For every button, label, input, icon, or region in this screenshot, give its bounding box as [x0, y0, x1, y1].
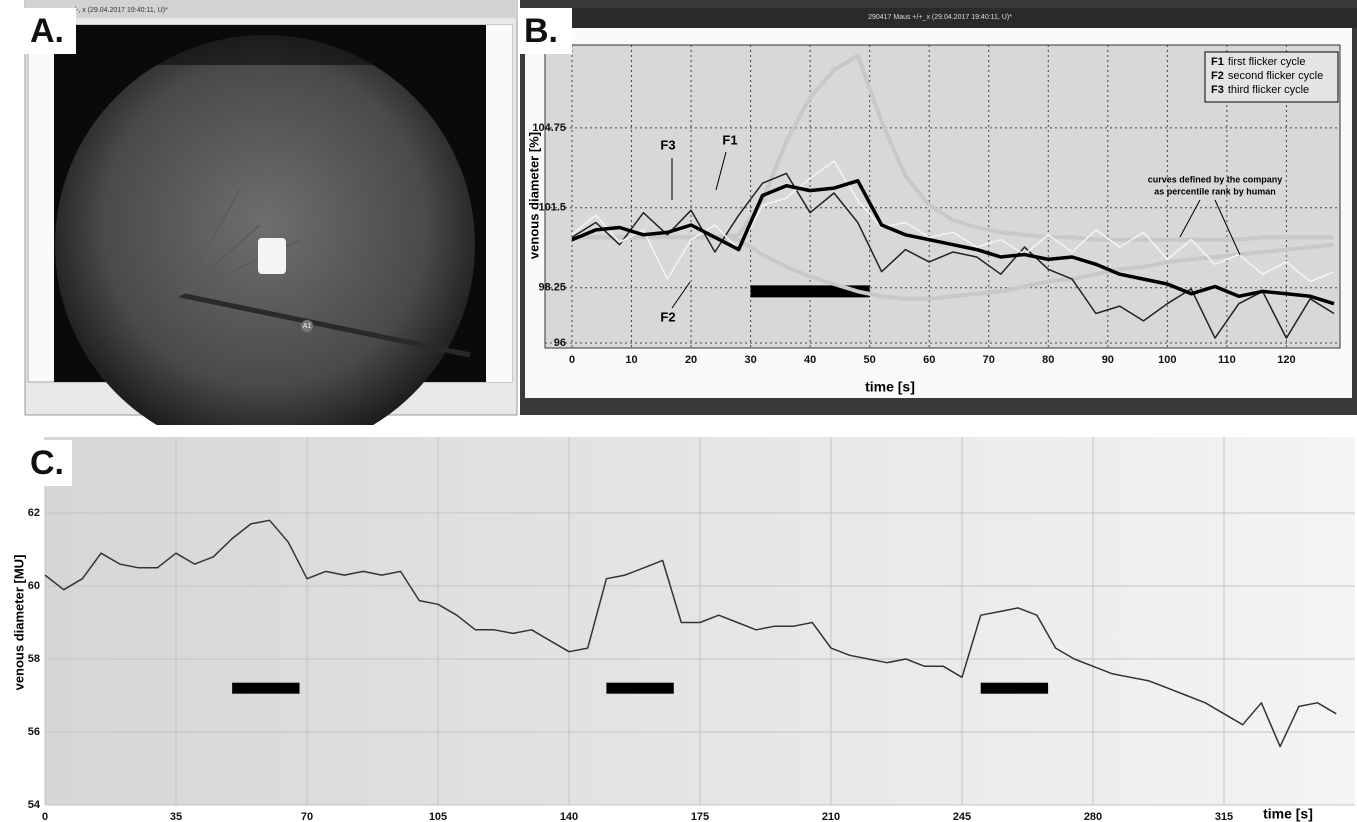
image-frame [486, 25, 512, 382]
x-tick-label: 40 [804, 354, 816, 366]
legend-label: first flicker cycle [1228, 56, 1306, 68]
label-box [520, 8, 572, 54]
chart-c: 54 56 58 60 62 0 35 70 105 140 175 210 245 280 315 time… [11, 437, 1355, 822]
legend-label: second flicker cycle [1228, 70, 1323, 82]
y-tick-label: 96 [554, 337, 566, 349]
window-title: 290417 Maus +/+_x (29.04.2017 19:40:11, … [868, 14, 1012, 21]
y-tick-label: 104.75 [532, 122, 566, 134]
x-tick-label: 50 [864, 354, 876, 366]
legend-entry: F2 second flicker cycle [1211, 70, 1323, 82]
x-tick-label: 90 [1102, 354, 1114, 366]
fundus-shade [54, 25, 486, 65]
stimulus-bar [606, 682, 674, 694]
light-reflex [258, 238, 286, 274]
series-line [571, 179, 1335, 306]
chart-b: 96 98.25 101.5 104.75 0 10 20 30 40 50 60 70 80 90 100… [526, 45, 1340, 395]
x-tick-label: 105 [429, 811, 447, 822]
series-line [571, 172, 1335, 339]
title-bar [520, 8, 1357, 28]
y-tick-label: 54 [28, 799, 41, 811]
legend-name: F2 [1211, 70, 1224, 82]
x-tick-label: 140 [560, 811, 578, 822]
annotation: curves defined by the company [1148, 174, 1283, 184]
title-bar [25, 0, 517, 18]
y-tick-label: 56 [28, 726, 40, 738]
x-tick-label: 0 [569, 354, 575, 366]
x-tick-label: 245 [953, 811, 971, 822]
annotation-arrow [671, 151, 1241, 309]
y-axis-label: venous diameter [%] [526, 132, 541, 259]
series-line [44, 519, 1337, 748]
y-tick-label: 58 [28, 653, 40, 665]
annotation: as percentile rank by human [1154, 186, 1276, 196]
vessel [179, 292, 471, 358]
legend-label: third flicker cycle [1228, 84, 1309, 96]
annotation: F1 [722, 132, 737, 147]
x-tick-label: 20 [685, 354, 697, 366]
stimulus-bar [980, 682, 1049, 694]
x-tick-label: 0 [42, 811, 48, 822]
x-tick-label: 110 [1218, 354, 1236, 366]
series-line [572, 235, 1335, 301]
stimulus-bar [750, 285, 870, 298]
legend-entry: F1 first flicker cycle [1211, 56, 1305, 68]
x-tick-label: 10 [625, 354, 637, 366]
panel-label: C. [30, 444, 64, 482]
x-axis-label: time [s] [865, 379, 915, 395]
marker [301, 320, 313, 332]
x-tick-label: 60 [923, 354, 935, 366]
y-tick-label: 98.25 [538, 282, 566, 294]
x-tick-label: 30 [744, 354, 756, 366]
x-tick-label: 70 [301, 811, 313, 822]
y-tick-label: 101.5 [538, 202, 566, 214]
annotation: F2 [660, 309, 675, 324]
x-tick-label: 175 [691, 811, 709, 822]
x-tick-label: 315 [1215, 811, 1233, 822]
x-tick-label: 80 [1042, 354, 1054, 366]
x-tick-label: 280 [1084, 811, 1102, 822]
x-tick-label: 210 [822, 811, 840, 822]
legend-entry: F3 third flicker cycle [1211, 84, 1309, 96]
annotation: F3 [660, 137, 675, 152]
x-tick-label: 120 [1277, 354, 1295, 366]
stimulus-bar [232, 682, 300, 694]
legend-name: F3 [1211, 84, 1224, 96]
label-box [24, 440, 72, 486]
x-tick-label: 70 [983, 354, 995, 366]
x-tick-label: 100 [1158, 354, 1176, 366]
marker-label: A1 [303, 323, 312, 330]
x-axis-label: time [s] [1263, 806, 1313, 822]
y-tick-label: 62 [28, 507, 40, 519]
series-line [571, 160, 1335, 283]
label-box [24, 8, 76, 54]
x-tick-label: 35 [170, 811, 182, 822]
window-title: +/-, x (29.04.2017 19:40:11, U)* [70, 7, 168, 14]
panel-label: A. [30, 12, 64, 50]
y-axis-label: venous diameter [MU] [11, 555, 26, 691]
legend-name: F1 [1211, 56, 1224, 68]
legend [1204, 51, 1339, 103]
panel-label: B. [524, 12, 558, 50]
y-tick-label: 60 [28, 580, 40, 592]
